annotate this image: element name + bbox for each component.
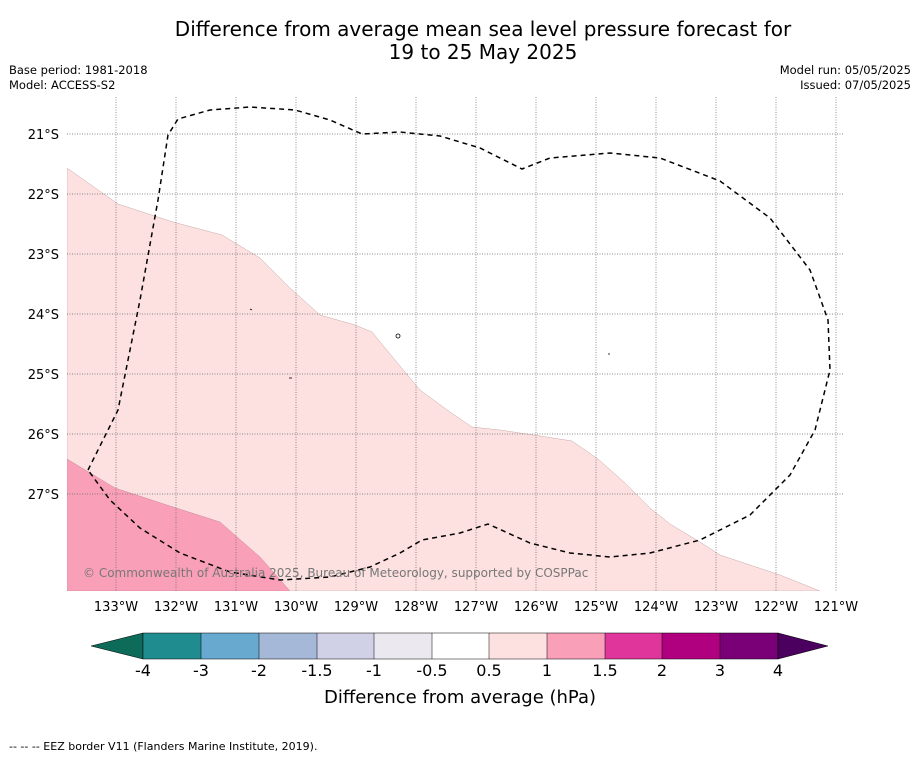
colorbar-swatch — [605, 633, 662, 659]
issued-date: Issued: 07/05/2025 — [800, 78, 911, 92]
lon-label: 129°W — [334, 600, 378, 615]
colorbar-swatch — [143, 633, 201, 659]
colorbar-high-extend — [777, 632, 829, 660]
colorbar-tick-label: -0.5 — [416, 661, 447, 680]
colorbar-swatch — [374, 633, 432, 659]
colorbar-swatch — [432, 633, 489, 659]
lon-label: 123°W — [694, 600, 738, 615]
lat-label: 25°S — [28, 368, 59, 383]
anomaly-region-medium — [67, 458, 291, 591]
colorbar-tick-label: 4 — [773, 661, 783, 680]
lat-label: 24°S — [28, 308, 59, 323]
lon-label: 122°W — [754, 600, 798, 615]
base-period: Base period: 1981-2018 — [9, 63, 148, 77]
model-name: Model: ACCESS-S2 — [9, 78, 116, 92]
lat-label: 23°S — [28, 248, 59, 263]
colorbar-swatch — [317, 633, 374, 659]
colorbar-tick-label: 1.5 — [592, 661, 617, 680]
title-line-1: Difference from average mean sea level p… — [174, 17, 792, 41]
lon-label: 131°W — [214, 600, 258, 615]
colorbar: -4 -3 -2 -1.5 -1 -0.5 0.5 1 1.5 2 3 4 Di… — [90, 632, 829, 708]
colorbar-tick-label: -1.5 — [301, 661, 332, 680]
lon-label: 121°W — [814, 600, 858, 615]
colorbar-title: Difference from average (hPa) — [324, 687, 596, 708]
lat-label: 22°S — [28, 188, 59, 203]
colorbar-tick-label: -3 — [193, 661, 209, 680]
colorbar-swatch — [201, 633, 259, 659]
lon-label: 126°W — [514, 600, 558, 615]
lon-label: 128°W — [394, 600, 438, 615]
island-markers — [249, 308, 610, 379]
anomaly-region-light — [67, 167, 821, 591]
model-run: Model run: 05/05/2025 — [779, 63, 911, 77]
colorbar-swatch — [720, 633, 778, 659]
lon-label: 132°W — [154, 600, 198, 615]
footnote: -- -- -- EEZ border V11 (Flanders Marine… — [9, 740, 318, 753]
colorbar-tick-label: 3 — [715, 661, 725, 680]
lat-label: 21°S — [28, 128, 59, 143]
colorbar-swatch — [489, 633, 547, 659]
lat-gridlines — [67, 133, 843, 495]
colorbar-tick-label: -4 — [135, 661, 151, 680]
colorbar-tick-label: -2 — [251, 661, 267, 680]
colorbar-swatch — [662, 633, 720, 659]
colorbar-swatch — [547, 633, 605, 659]
lon-label: 124°W — [634, 600, 678, 615]
meta-right: Model run: 05/05/2025 Issued: 07/05/2025 — [780, 63, 911, 93]
lon-label: 133°W — [94, 600, 138, 615]
colorbar-tick-label: 2 — [657, 661, 667, 680]
map-area: © Commonwealth of Australia 2025, Bureau… — [67, 97, 843, 591]
title-line-2: 19 to 25 May 2025 — [388, 40, 578, 64]
colorbar-tick-label: 0.5 — [476, 661, 501, 680]
chart-title: Difference from average mean sea level p… — [0, 18, 919, 64]
meta-left: Base period: 1981-2018 Model: ACCESS-S2 — [9, 63, 148, 93]
lon-label: 127°W — [454, 600, 498, 615]
lat-label: 27°S — [28, 488, 59, 503]
lat-label: 26°S — [28, 428, 59, 443]
lat-labels: 21°S 22°S 23°S 24°S 25°S 26°S 27°S — [28, 128, 59, 503]
eez-border — [87, 106, 831, 581]
colorbar-low-extend — [90, 632, 144, 660]
lon-labels: 133°W 132°W 131°W 130°W 129°W 128°W 127°… — [94, 600, 858, 615]
colorbar-swatch — [259, 633, 317, 659]
copyright-notice: © Commonwealth of Australia 2025, Bureau… — [83, 566, 588, 580]
colorbar-tick-label: 1 — [542, 661, 552, 680]
colorbar-tick-label: -1 — [366, 661, 382, 680]
lon-label: 125°W — [574, 600, 618, 615]
lon-label: 130°W — [274, 600, 318, 615]
